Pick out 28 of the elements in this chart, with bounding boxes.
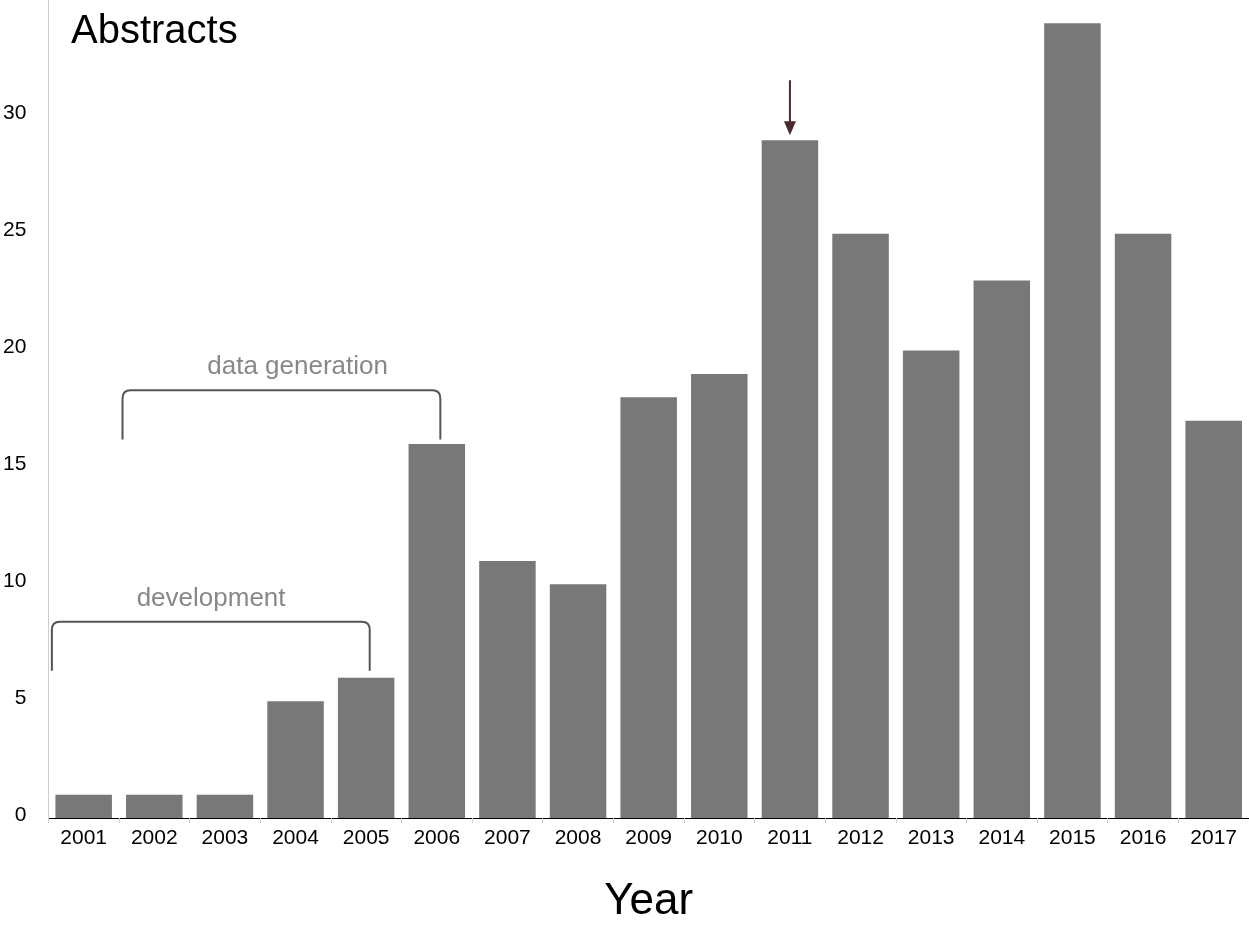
- x-tick-label: 2011: [767, 825, 813, 848]
- y-tick-label: 15: [3, 450, 27, 474]
- y-tick-label: 20: [3, 334, 27, 358]
- x-tick-label: 2005: [342, 825, 390, 848]
- x-axis-title: Year: [604, 873, 694, 923]
- x-tick-label: 2003: [201, 825, 249, 848]
- annotation: development: [136, 581, 287, 612]
- x-tick-label: 2012: [837, 825, 884, 848]
- y-tick-label: 30: [3, 100, 27, 124]
- x-tick-label: 2015: [1049, 825, 1096, 848]
- x-tick-label: 2008: [554, 825, 602, 848]
- y-tick-label: 0: [14, 801, 27, 825]
- x-tick-label: 2007: [484, 825, 531, 848]
- chart-title: Abstracts: [71, 7, 238, 51]
- x-tick-label: 2004: [272, 825, 320, 848]
- x-tick-label: 2002: [130, 825, 178, 848]
- y-tick-label: 5: [14, 684, 27, 708]
- annotation: data generation: [207, 350, 388, 381]
- x-tick-label: 2016: [1119, 825, 1167, 848]
- x-tick-label: 2017: [1190, 825, 1238, 848]
- y-tick-label: 25: [3, 217, 27, 241]
- x-tick-label: 2010: [695, 825, 743, 848]
- y-tick-label: 10: [3, 567, 27, 591]
- x-tick-label: 2014: [978, 825, 1026, 848]
- x-tick-label: 2013: [907, 825, 955, 848]
- x-tick-label: 2009: [625, 825, 673, 848]
- x-tick-label: 2001: [60, 825, 108, 848]
- x-tick-label: 2006: [413, 825, 461, 848]
